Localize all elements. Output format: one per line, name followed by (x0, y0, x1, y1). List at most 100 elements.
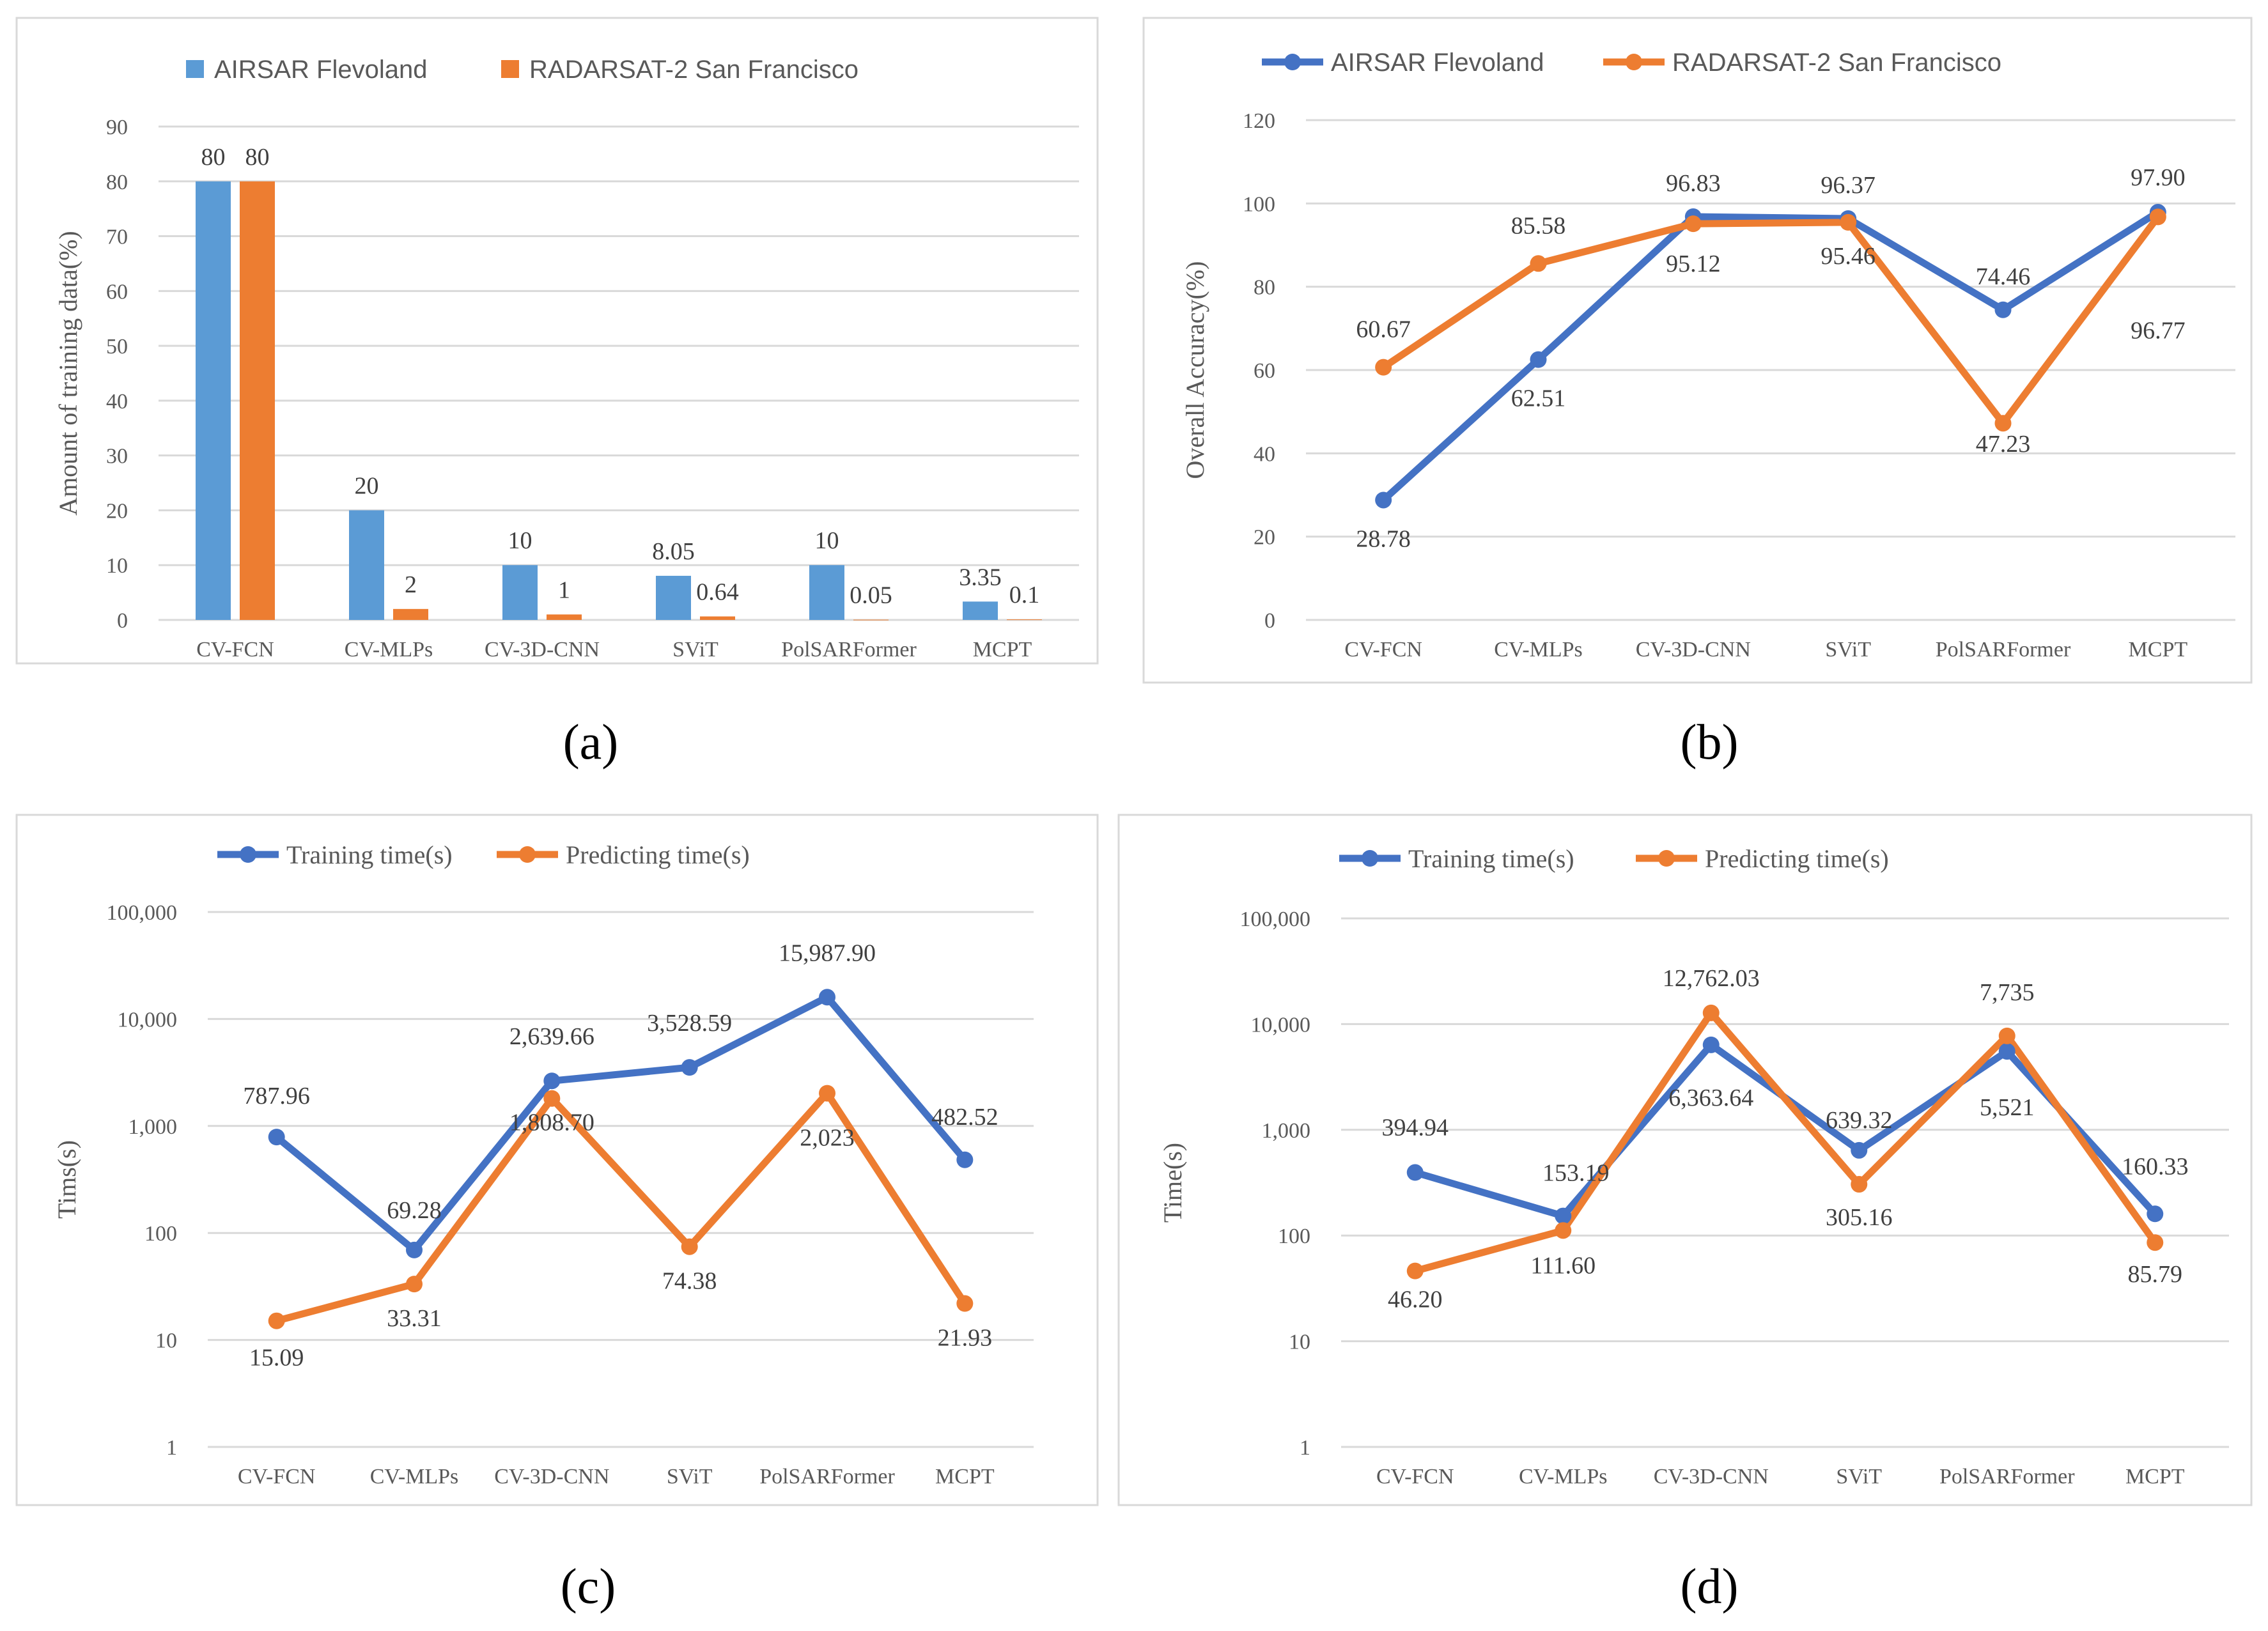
data-point (1406, 1164, 1424, 1181)
legend-marker (519, 846, 536, 863)
subfigure-caption: (c) (561, 1558, 616, 1614)
data-point (1555, 1222, 1572, 1239)
bar-radarsat (393, 608, 428, 620)
legend-marker (1658, 850, 1675, 867)
data-point (1702, 1036, 1720, 1053)
bar-airsar (349, 510, 384, 620)
y-tick-label: 10 (1289, 1331, 1310, 1354)
data-point (819, 1085, 835, 1102)
series-line-2 (1411, 1009, 2159, 1275)
data-label: 95.46 (1821, 243, 1876, 270)
y-tick-label: 70 (106, 226, 128, 249)
subfigure-caption: (a) (563, 714, 619, 769)
data-label: 10 (508, 527, 532, 554)
chart-frame (1117, 814, 2253, 1506)
data-point (1555, 1207, 1572, 1225)
chart-2: 0 20 40 60 80 100 120 CV-FCN CV-MLPs CV-3D-CNN SVi… (1142, 17, 2253, 769)
data-label: 160.33 (2122, 1153, 2189, 1180)
y-tick-label: 10 (155, 1329, 177, 1353)
data-label: 0.64 (696, 579, 739, 606)
data-point (1375, 359, 1392, 376)
y-tick-label: 10 (106, 554, 128, 578)
y-tick-label: 50 (106, 335, 128, 359)
x-tick-label: CV-MLPs (370, 1465, 459, 1488)
y-axis-label: Amount of training data(%) (54, 231, 82, 515)
y-tick-label: 20 (1254, 526, 1275, 550)
data-point (819, 989, 835, 1006)
data-point (406, 1276, 423, 1293)
chart-1: 0 10 20 30 40 50 60 70 80 90 CV-FCN CV-MLPs CV-3D-CN… (15, 17, 1099, 769)
y-tick-label: 40 (106, 390, 128, 414)
y-tick-label: 1 (1300, 1436, 1310, 1460)
data-point (268, 1312, 285, 1329)
legend-label: AIRSAR Flevoland (214, 56, 427, 84)
x-tick-label: SViT (1836, 1465, 1882, 1488)
x-tick-label: SViT (667, 1465, 713, 1488)
data-label: 0.05 (850, 582, 892, 609)
y-axis-label: Tims(s) (52, 1140, 81, 1219)
x-tick-label: MCPT (2129, 638, 2188, 661)
bar-radarsat (853, 619, 889, 621)
bar-radarsat (1007, 619, 1042, 621)
data-label: 2,639.66 (509, 1023, 594, 1050)
bar-airsar (963, 601, 998, 620)
data-point (543, 1090, 561, 1107)
chart-3: 1 10 100 1,000 10,000 100,000 CV-FCN CV-MLPs CV-… (15, 814, 1099, 1614)
x-tick-label: PolSARFormer (759, 1465, 895, 1488)
data-label: 639.32 (1826, 1107, 1893, 1134)
data-label: 85.79 (2128, 1261, 2183, 1288)
y-tick-label: 100 (144, 1222, 177, 1246)
chart-frame (15, 17, 1099, 665)
data-point (1994, 301, 2012, 318)
data-label: 69.28 (387, 1197, 442, 1224)
x-tick-label: PolSARFormer (781, 638, 917, 661)
data-label: 15,987.90 (779, 939, 876, 966)
data-point (956, 1295, 974, 1312)
legend-label: RADARSAT-2 San Francisco (1672, 49, 2001, 77)
bar-radarsat (240, 181, 275, 620)
x-tick-label: CV-MLPs (1494, 638, 1583, 661)
data-label: 74.46 (1976, 263, 2031, 290)
data-point (1530, 255, 1547, 272)
data-point (1684, 215, 1702, 233)
data-label: 80 (245, 144, 270, 171)
data-point (1406, 1262, 1424, 1279)
data-label: 1 (558, 576, 570, 603)
data-point (681, 1238, 698, 1255)
bar-airsar (656, 575, 691, 620)
legend-label: Training time(s) (1408, 844, 1574, 873)
x-tick-label: SViT (672, 638, 718, 661)
data-label: 394.94 (1382, 1115, 1449, 1141)
bar-airsar (809, 565, 844, 620)
legend-label: Training time(s) (286, 840, 453, 869)
legend-swatch (501, 60, 519, 78)
legend-marker (1362, 850, 1378, 867)
y-tick-label: 10,000 (1251, 1013, 1311, 1037)
data-label: 0.1 (1009, 582, 1040, 608)
data-label: 5,521 (1980, 1094, 2035, 1121)
data-point (956, 1151, 974, 1168)
x-tick-label: CV-3D-CNN (494, 1465, 609, 1488)
data-label: 62.51 (1511, 385, 1566, 412)
x-tick-label: MCPT (935, 1465, 995, 1488)
x-tick-label: CV-MLPs (1519, 1465, 1608, 1488)
data-point (1851, 1141, 1868, 1159)
data-label: 21.93 (938, 1325, 993, 1352)
chart-frame (1142, 17, 2253, 684)
data-point (1851, 1176, 1868, 1193)
data-label: 97.90 (2131, 164, 2186, 191)
data-point (2147, 1234, 2164, 1251)
data-label: 10 (815, 527, 839, 554)
data-label: 305.16 (1826, 1204, 1893, 1231)
y-tick-label: 0 (1264, 609, 1275, 633)
series-line-1 (1379, 208, 2162, 504)
data-label: 33.31 (387, 1305, 442, 1332)
y-axis-label: Overall Accuracy(%) (1181, 261, 1209, 479)
data-label: 2,023 (800, 1125, 855, 1152)
data-label: 153.19 (1542, 1160, 1610, 1187)
data-label: 96.77 (2131, 317, 2186, 344)
data-point (1840, 213, 1857, 231)
data-label: 3,528.59 (647, 1010, 732, 1037)
data-label: 96.83 (1666, 170, 1721, 197)
